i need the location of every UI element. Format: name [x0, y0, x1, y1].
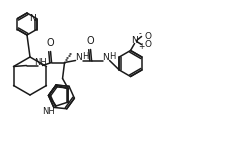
Text: NH: NH — [34, 58, 47, 67]
Text: NH: NH — [42, 107, 55, 116]
Text: N: N — [75, 53, 82, 62]
Text: +: + — [139, 42, 145, 51]
Text: O: O — [87, 37, 94, 46]
Text: -: - — [139, 29, 141, 38]
Text: O: O — [144, 32, 152, 41]
Text: N: N — [29, 14, 35, 23]
Text: O: O — [47, 38, 54, 49]
Text: N: N — [102, 53, 109, 62]
Text: H: H — [83, 52, 89, 61]
Text: O: O — [144, 40, 152, 49]
Text: N: N — [131, 36, 138, 45]
Text: H: H — [109, 52, 116, 61]
